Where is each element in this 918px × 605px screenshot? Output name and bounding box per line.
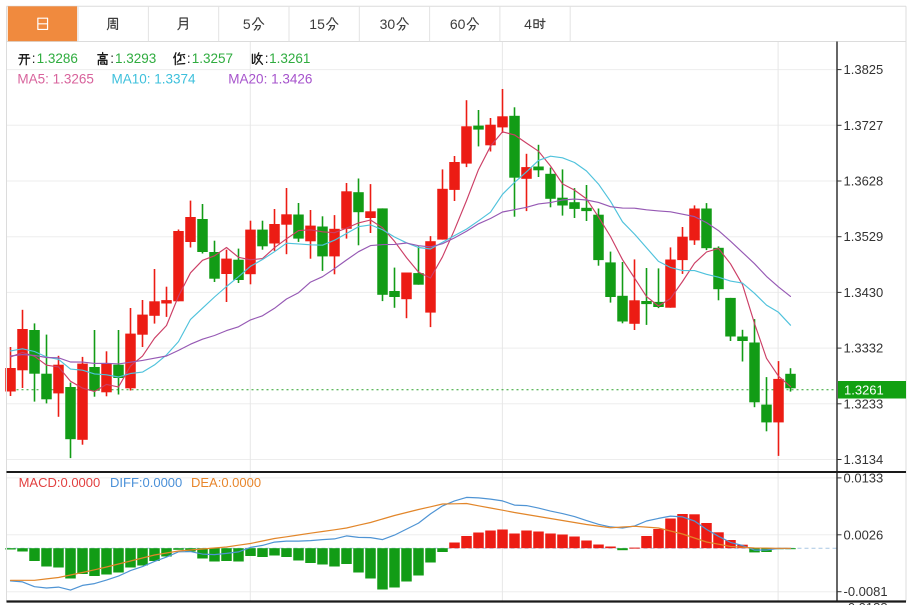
svg-text:1.3261: 1.3261	[844, 383, 884, 398]
svg-text:1.3293: 1.3293	[115, 51, 156, 66]
svg-text:-0.0081: -0.0081	[844, 584, 888, 599]
svg-text::: :	[187, 51, 191, 66]
svg-text:MA20: 1.3426: MA20: 1.3426	[228, 72, 312, 87]
svg-text:1.3233: 1.3233	[844, 396, 884, 411]
svg-text:DEA:0.0000: DEA:0.0000	[191, 475, 261, 490]
svg-text:0.0026: 0.0026	[844, 527, 884, 542]
svg-text:1.3257: 1.3257	[192, 51, 233, 66]
svg-text:1.3332: 1.3332	[844, 341, 884, 356]
svg-text:1.3628: 1.3628	[844, 174, 884, 189]
svg-text:1.3529: 1.3529	[844, 229, 884, 244]
svg-text:60: 60	[450, 16, 466, 32]
svg-text:-0.0188: -0.0188	[844, 600, 888, 605]
svg-text:1.3286: 1.3286	[37, 51, 78, 66]
svg-text::: :	[265, 51, 269, 66]
svg-text:MA5: 1.3265: MA5: 1.3265	[17, 72, 94, 87]
svg-text:30: 30	[380, 16, 396, 32]
svg-text:0.0133: 0.0133	[844, 470, 884, 485]
svg-text:15: 15	[309, 16, 325, 32]
svg-text:1.3825: 1.3825	[844, 62, 884, 77]
svg-text:1.3430: 1.3430	[844, 285, 884, 300]
svg-text::: :	[110, 51, 114, 66]
svg-text:5: 5	[243, 16, 251, 32]
svg-text:1.3261: 1.3261	[269, 51, 310, 66]
svg-text::: :	[32, 51, 36, 66]
svg-text:1.3727: 1.3727	[844, 118, 884, 133]
svg-text:1.3134: 1.3134	[844, 452, 884, 467]
svg-text:MACD:0.0000: MACD:0.0000	[19, 475, 101, 490]
svg-text:DIFF:0.0000: DIFF:0.0000	[110, 475, 182, 490]
svg-text:MA10: 1.3374: MA10: 1.3374	[112, 72, 197, 87]
svg-text:4: 4	[524, 16, 532, 32]
